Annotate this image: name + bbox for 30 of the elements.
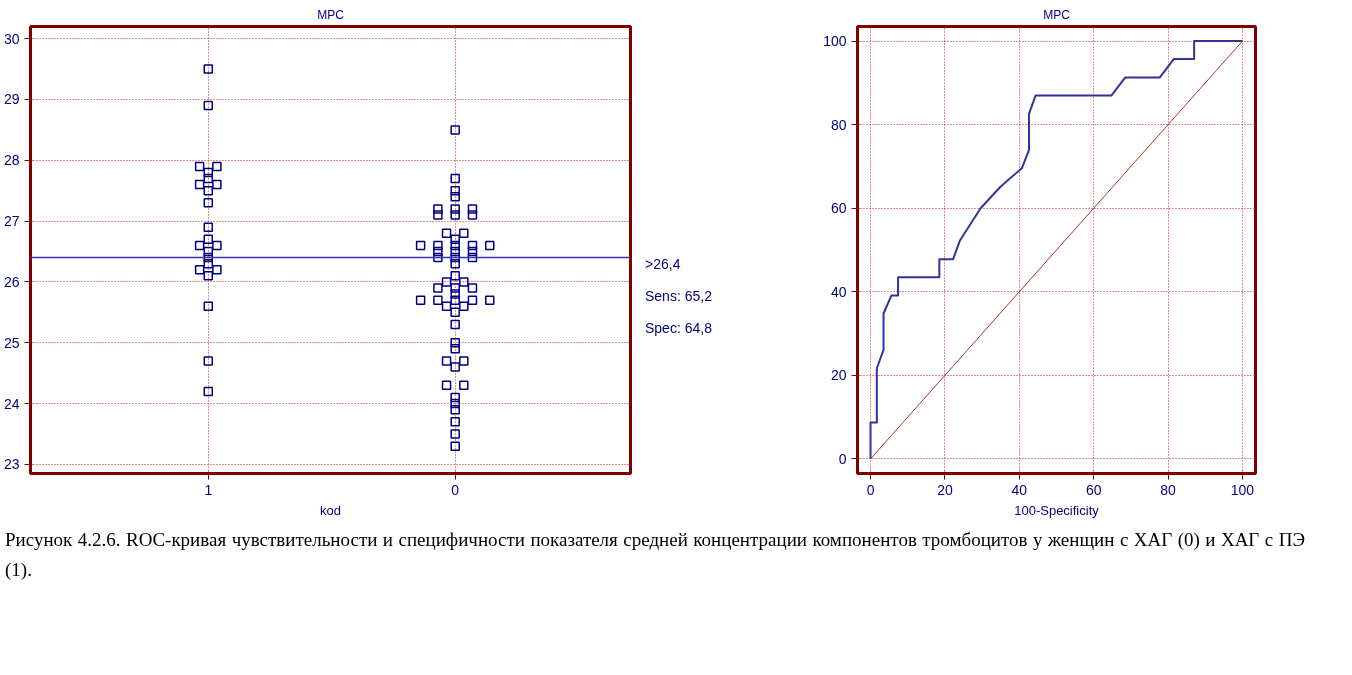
chart-title: MPC	[317, 7, 345, 22]
x-tick-label: 100	[1230, 481, 1255, 498]
y-tick-label: 29	[3, 91, 20, 108]
y-tick-label: 24	[3, 395, 20, 412]
y-tick-label: 25	[3, 334, 20, 351]
text: Spec: 64,8	[645, 319, 712, 337]
y-tick-label: 40	[830, 283, 847, 300]
x-tick-label: 1	[204, 481, 213, 498]
x-axis-title: kod	[320, 502, 341, 518]
y-tick-label: 27	[3, 213, 20, 230]
y-tick-label: 20	[830, 367, 847, 384]
ref-line-label: >26,4	[645, 255, 681, 273]
y-tick-label: 100	[823, 33, 847, 50]
y-tick-label: 30	[3, 30, 20, 47]
x-tick-label: 0	[451, 481, 460, 498]
x-tick-label: 0	[866, 481, 875, 498]
y-tick-label: 60	[830, 200, 847, 217]
x-tick-label: 80	[1160, 481, 1177, 498]
x-axis-title: 100-Specificity	[1014, 502, 1100, 518]
x-tick-label: 40	[1011, 481, 1028, 498]
y-tick-label: 26	[3, 273, 20, 290]
y-tick-label: 0	[838, 450, 847, 467]
x-tick-label: 60	[1085, 481, 1102, 498]
chart-title: MPC	[1043, 7, 1071, 22]
x-tick-label: 20	[937, 481, 953, 498]
text: Sens: 65,2	[645, 287, 712, 305]
text: Рисунок 4.2.6. ROC-кривая чувствительности и специфичности показателя средней концентрации компонентов тромбоцитов у женщин с ХАГ (0) и ХАГ с ПЭ (1).	[5, 528, 1305, 583]
y-tick-label: 28	[3, 152, 20, 169]
y-tick-label: 80	[830, 116, 847, 133]
y-tick-label: 23	[3, 456, 20, 473]
